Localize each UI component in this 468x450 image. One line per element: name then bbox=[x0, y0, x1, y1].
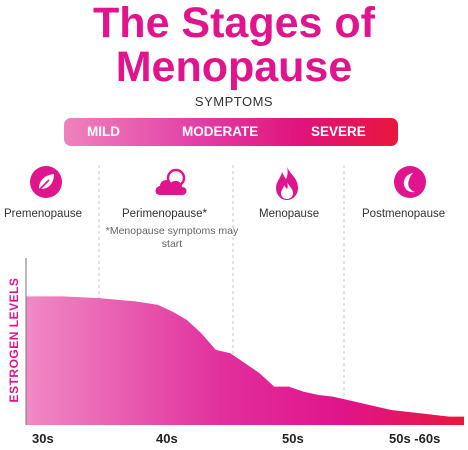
symptoms-scale-bar: MILD MODERATE SEVERE bbox=[64, 118, 398, 146]
flame-icon bbox=[272, 164, 302, 202]
symptom-level-severe: SEVERE bbox=[311, 124, 366, 139]
estrogen-chart bbox=[25, 165, 464, 425]
perimenopause-note: *Menopause symptoms may start bbox=[105, 225, 239, 250]
stage-label-postmenopause: Postmenopause bbox=[362, 208, 446, 220]
cloud-sun-icon bbox=[152, 164, 194, 200]
stage-label-premenopause: Premenopause bbox=[4, 208, 82, 220]
symptom-level-mild: MILD bbox=[87, 124, 120, 139]
x-tick-label: 30s bbox=[32, 431, 54, 446]
page-title-line2: Menopause bbox=[115, 43, 353, 91]
x-tick-label: 50s -60s bbox=[389, 431, 441, 446]
stage-label-menopause: Menopause bbox=[259, 208, 320, 220]
symptoms-label: SYMPTOMS bbox=[194, 94, 274, 109]
moon-icon bbox=[392, 164, 428, 200]
leaf-icon bbox=[28, 164, 64, 200]
x-tick-label: 40s bbox=[156, 431, 178, 446]
stage-label-perimenopause: Perimenopause* bbox=[122, 208, 208, 220]
estrogen-area bbox=[26, 296, 464, 425]
symptom-level-moderate: MODERATE bbox=[182, 124, 259, 139]
y-axis-label: ESTROGEN LEVELS bbox=[7, 277, 21, 403]
x-tick-label: 50s bbox=[282, 431, 304, 446]
page-title-line1: The Stages of bbox=[93, 0, 375, 47]
